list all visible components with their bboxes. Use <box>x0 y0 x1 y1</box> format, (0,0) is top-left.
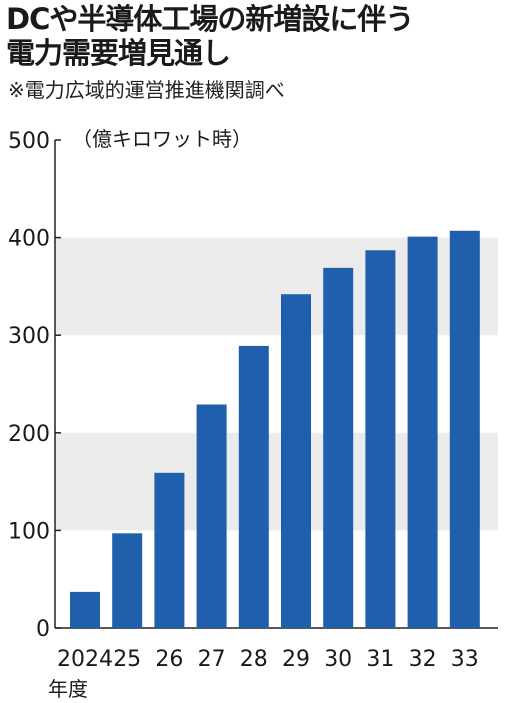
bar <box>154 472 185 628</box>
source-note: ※電力広域的運営推進機関調べ <box>8 78 285 102</box>
x-tick-label: 30 <box>324 647 352 672</box>
x-tick-label: 31 <box>366 647 394 672</box>
chart-title-line-1: DCや半導体工場の新増設に伴う <box>6 2 414 36</box>
y-tick-label: 100 <box>8 519 50 544</box>
y-tick-label: 500 <box>8 129 50 154</box>
x-tick-label: 28 <box>240 647 268 672</box>
bar <box>112 533 143 628</box>
chart-title-line-2: 電力需要増見通し <box>6 36 231 70</box>
y-tick-labels: 0 100 200 300 400 500 <box>8 129 50 642</box>
y-tick-label: 0 <box>36 617 50 642</box>
x-tick-labels: 2024 25 26 27 28 29 30 31 32 33 <box>57 647 479 672</box>
bar <box>70 591 100 628</box>
bars <box>70 230 480 628</box>
bar <box>196 404 227 628</box>
bar <box>365 250 396 628</box>
x-tick-label: 29 <box>282 647 310 672</box>
y-tick-label: 200 <box>8 422 50 447</box>
x-tick-label: 33 <box>451 647 479 672</box>
x-axis-label: 年度 <box>48 677 88 701</box>
bar <box>281 294 311 628</box>
unit-label: （億キロワット時） <box>72 127 252 151</box>
x-tick-label: 32 <box>409 647 437 672</box>
y-tick-label: 400 <box>8 227 50 252</box>
x-tick-label: 2024 <box>57 647 113 672</box>
bar <box>238 345 269 628</box>
bar <box>449 230 480 628</box>
x-tick-label: 27 <box>198 647 226 672</box>
x-tick-label: 25 <box>113 647 141 672</box>
bar <box>323 267 354 628</box>
y-tick-label: 300 <box>8 324 50 349</box>
bar <box>407 236 438 628</box>
x-tick-label: 26 <box>155 647 183 672</box>
